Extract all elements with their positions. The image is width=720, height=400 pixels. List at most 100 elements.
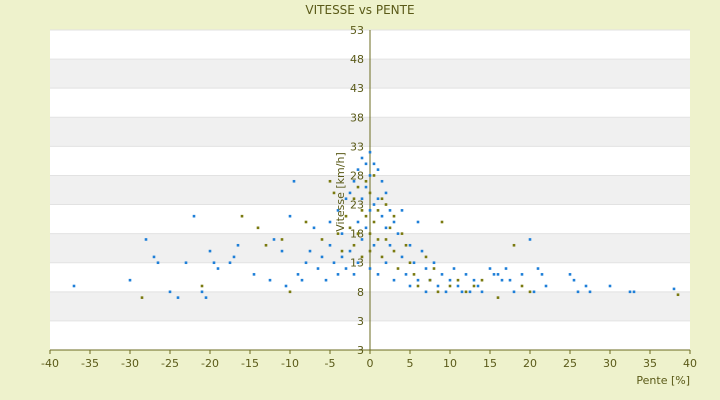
scatter-point (508, 278, 512, 282)
scatter-point (448, 278, 452, 282)
scatter-point (396, 267, 400, 270)
scatter-point (476, 284, 480, 288)
x-tick-label: 35 (643, 357, 657, 370)
scatter-point (532, 290, 536, 294)
scatter-point (300, 278, 304, 282)
scatter-point (392, 214, 396, 218)
x-tick-label: -5 (325, 357, 336, 370)
scatter-point (304, 261, 308, 265)
scatter-point (392, 220, 396, 224)
scatter-point (360, 209, 364, 212)
scatter-point (464, 290, 468, 294)
scatter-point (204, 296, 208, 299)
x-tick-label: 5 (407, 357, 414, 370)
scatter-point (472, 278, 476, 282)
scatter-point (280, 238, 284, 241)
scatter-point (264, 243, 268, 247)
scatter-point (628, 290, 632, 294)
x-tick-label: -30 (121, 357, 139, 370)
scatter-point (396, 232, 400, 235)
tick-labels: -40 -35 -30 -25 -20 -15 -10 -5 0 5 10 15 20 25 30 35 40 3… (41, 24, 697, 370)
scatter-point (672, 287, 676, 291)
scatter-point (336, 232, 340, 235)
scatter-point (368, 267, 372, 270)
scatter-point (404, 273, 408, 276)
scatter-point (240, 214, 244, 218)
scatter-point (328, 220, 332, 224)
scatter-point (424, 290, 428, 294)
scatter-point (368, 150, 372, 154)
scatter-point (440, 273, 444, 276)
scatter-point (480, 278, 484, 282)
scatter-point (352, 179, 356, 183)
scatter-point (376, 168, 380, 171)
scatter-point (388, 226, 392, 230)
scatter-point (512, 243, 516, 247)
scatter-point (176, 296, 180, 299)
scatter-point (328, 243, 332, 247)
scatter-point (360, 197, 364, 201)
scatter-point (216, 267, 220, 270)
scatter-point (416, 278, 420, 282)
scatter-point (184, 261, 188, 265)
scatter-point (364, 214, 368, 218)
scatter-point (168, 290, 172, 294)
scatter-point (572, 278, 576, 282)
scatter-point (392, 278, 396, 282)
scatter-point (344, 267, 348, 270)
scatter-point (352, 273, 356, 276)
y-tick-label: 43 (350, 82, 364, 95)
scatter-point (544, 284, 548, 288)
scatter-point (460, 290, 464, 294)
x-tick-label: 30 (603, 357, 617, 370)
scatter-point (348, 249, 352, 253)
scatter-point (316, 267, 320, 270)
y-tick-label: 8 (357, 286, 364, 299)
scatter-point (520, 284, 524, 288)
scatter-point (436, 284, 440, 288)
data-points (72, 150, 680, 299)
x-tick-label: 20 (523, 357, 537, 370)
scatter-point (408, 261, 412, 265)
x-tick-label: -35 (81, 357, 99, 370)
scatter-point (304, 220, 308, 224)
scatter-point (432, 267, 436, 270)
scatter-point (380, 214, 384, 218)
scatter-point (328, 179, 332, 183)
scatter-point (340, 232, 344, 235)
y-tick-label: 3 (357, 315, 364, 328)
scatter-point (408, 284, 412, 288)
scatter-point (200, 284, 204, 288)
scatter-point (500, 278, 504, 282)
scatter-point (412, 273, 416, 276)
x-tick-label: 0 (367, 357, 374, 370)
scatter-point (376, 273, 380, 276)
scatter-point (356, 185, 360, 189)
scatter-point (360, 238, 364, 241)
chart-title: VITESSE vs PENTE (305, 3, 414, 17)
scatter-point (512, 290, 516, 294)
scatter-point (408, 243, 412, 247)
scatter-point (296, 273, 300, 276)
scatter-point (336, 209, 340, 212)
scatter-point (440, 220, 444, 224)
scatter-point (380, 197, 384, 201)
x-tick-label: -15 (241, 357, 259, 370)
scatter-point (384, 191, 388, 195)
scatter-point (576, 290, 580, 294)
scatter-point (432, 261, 436, 265)
scatter-point (356, 220, 360, 224)
scatter-point (376, 238, 380, 241)
scatter-point (412, 261, 416, 265)
scatter-point (272, 238, 276, 241)
scatter-point (308, 249, 312, 253)
scatter-point (72, 284, 76, 288)
scatter-point (332, 191, 336, 195)
scatter-point (352, 197, 356, 201)
scatter-point (424, 267, 428, 270)
scatter-point (368, 249, 372, 253)
scatter-point (236, 243, 240, 247)
scatter-point (584, 284, 588, 288)
